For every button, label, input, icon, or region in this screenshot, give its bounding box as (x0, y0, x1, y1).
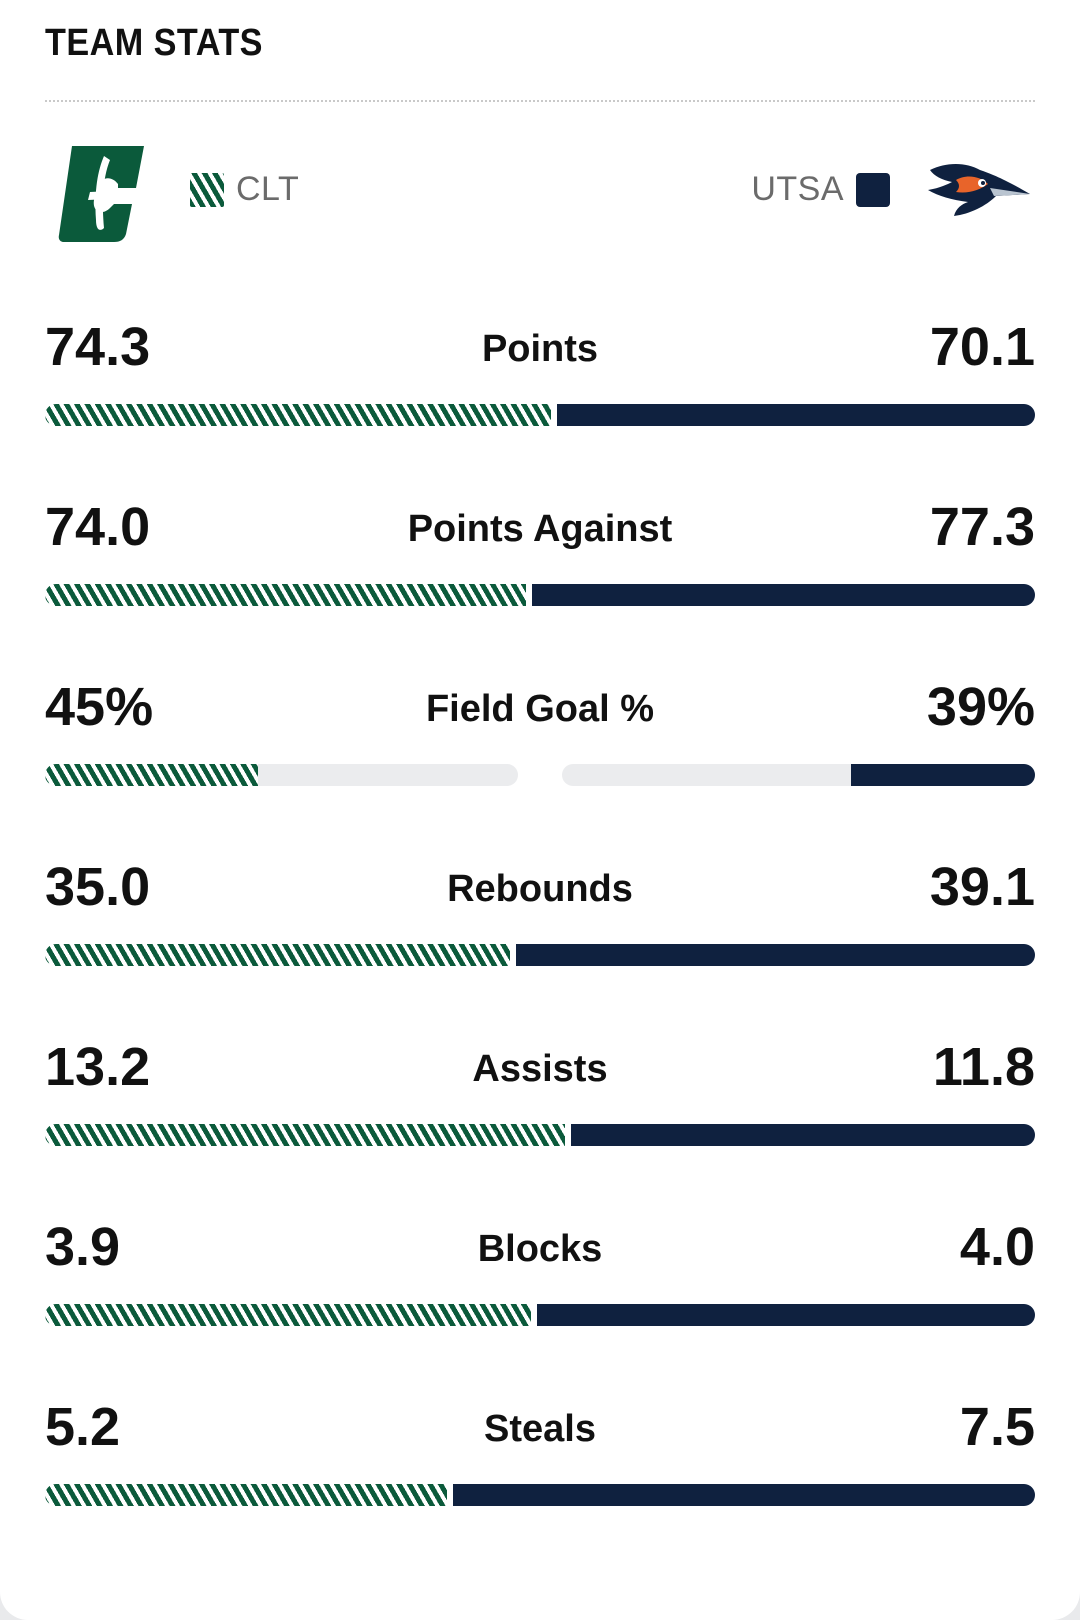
stat-left-value: 35.0 (45, 857, 151, 917)
stat-row: 5.2 Steals 7.5 (45, 1370, 1035, 1550)
bar-right-fill (453, 1484, 1035, 1506)
bar-right-fill (532, 584, 1035, 606)
bar-left-fill (45, 944, 510, 966)
stat-row: 74.0 Points Against 77.3 (45, 470, 1035, 650)
stat-right-value: 4.0 (959, 1217, 1035, 1277)
bar-right-fill (850, 764, 1035, 786)
bar-left-fill (45, 584, 527, 606)
stat-comparison-bar (45, 1124, 1035, 1146)
bar-right-fill (570, 1124, 1035, 1146)
bar-left-fill (45, 404, 552, 426)
stat-left-value: 5.2 (45, 1397, 121, 1457)
stat-comparison-bar (45, 944, 1035, 966)
stat-right-value: 77.3 (929, 497, 1035, 557)
roadrunner-logo-icon (928, 164, 1030, 216)
stat-left-value: 45% (45, 677, 154, 737)
stat-right-value: 39.1 (929, 857, 1035, 917)
stat-row: 13.2 Assists 11.8 (45, 1010, 1035, 1190)
stat-label: Rebounds (447, 868, 633, 910)
stat-row: 45% Field Goal % 39% (45, 650, 1035, 830)
teams-header: CLT UTSA (0, 130, 1080, 260)
stat-label: Assists (472, 1048, 608, 1090)
stat-comparison-bar (45, 764, 1035, 786)
stats-list: 74.3 Points 70.1 74.0 Points Against 77.3 45% F… (45, 290, 1035, 1550)
stat-label: Points (481, 328, 599, 370)
bar-right-fill (557, 404, 1035, 426)
bar-right-fill (536, 1304, 1035, 1326)
stat-row: 35.0 Rebounds 39.1 (45, 830, 1035, 1010)
stat-row: 3.9 Blocks 4.0 (45, 1190, 1035, 1370)
stat-label: Steals (484, 1408, 596, 1450)
stat-left-value: 74.0 (45, 497, 151, 557)
stat-label: Points Against (407, 508, 673, 550)
stat-left-value: 13.2 (45, 1037, 151, 1097)
stat-comparison-bar (45, 404, 1035, 426)
stat-label: Blocks (477, 1228, 603, 1270)
bar-left-fill (45, 764, 258, 786)
section-title: TEAM STATS (45, 22, 263, 64)
bar-right-fill (515, 944, 1035, 966)
charlotte-c-logo-icon (58, 146, 145, 242)
clt-swatch-icon (190, 172, 224, 207)
stat-right-value: 39% (926, 677, 1035, 737)
stat-right-value: 7.5 (959, 1397, 1035, 1457)
team-right-legend: UTSA (751, 170, 890, 209)
bar-left-fill (45, 1484, 448, 1506)
stat-comparison-bar (45, 1484, 1035, 1506)
stat-comparison-bar (45, 1304, 1035, 1326)
stat-right-value: 70.1 (929, 317, 1035, 377)
bar-left-fill (45, 1124, 565, 1146)
team-left-abbr: CLT (236, 170, 300, 208)
stat-comparison-bar (45, 584, 1035, 606)
stat-left-value: 74.3 (45, 317, 151, 377)
stat-right-value: 11.8 (932, 1037, 1035, 1097)
stat-row: 74.3 Points 70.1 (45, 290, 1035, 470)
stat-label: Field Goal % (425, 688, 655, 730)
stat-left-value: 3.9 (45, 1217, 121, 1277)
divider (45, 100, 1035, 102)
team-right-abbr: UTSA (751, 170, 844, 208)
utsa-swatch-icon (856, 172, 890, 207)
bar-left-fill (45, 1304, 531, 1326)
team-left-legend: CLT (190, 170, 299, 209)
